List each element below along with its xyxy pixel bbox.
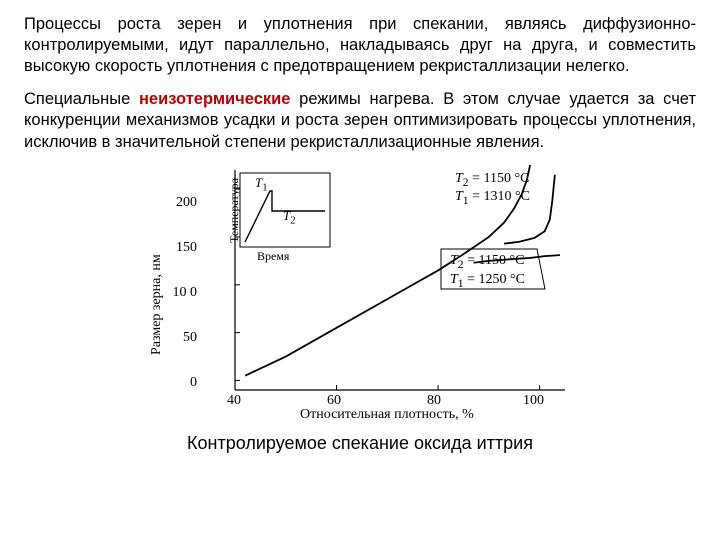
inset-x-label: Время	[257, 249, 289, 264]
xtick-0: 40	[227, 393, 241, 409]
p2-highlight: неизотермические	[139, 90, 291, 108]
xtick-1: 60	[327, 393, 341, 409]
xtick-3: 100	[523, 393, 544, 409]
inset-y-label: Температура	[227, 178, 242, 243]
ytick-2: 10 0	[161, 285, 197, 301]
annot-top-2: T1 = 1310 °C	[455, 189, 530, 207]
inset-T1: T1	[255, 175, 268, 194]
ytick-4: 200	[161, 195, 197, 211]
xtick-2: 80	[427, 393, 441, 409]
annot-box-1: T2 = 1150 °C	[450, 253, 524, 271]
paragraph-1: Процессы роста зерен и уплотнения при сп…	[24, 14, 696, 77]
annot-top-1: T2 = 1150 °C	[455, 171, 529, 189]
x-axis-label: Относительная плотность, %	[300, 407, 474, 423]
ytick-1: 50	[161, 330, 197, 346]
p2-pre: Специальные	[24, 90, 139, 108]
chart-area: Размер зерна, нм Относительная плотность…	[145, 165, 575, 425]
annot-box-2: T1 = 1250 °C	[450, 272, 525, 290]
figure-caption: Контролируемое спекание оксида иттрия	[187, 433, 533, 454]
ytick-0: 0	[161, 375, 197, 391]
paragraph-2: Специальные неизотермические режимы нагр…	[24, 89, 696, 152]
figure: Размер зерна, нм Относительная плотность…	[24, 165, 696, 454]
ytick-3: 150	[161, 240, 197, 256]
inset-T2: T2	[283, 208, 296, 227]
